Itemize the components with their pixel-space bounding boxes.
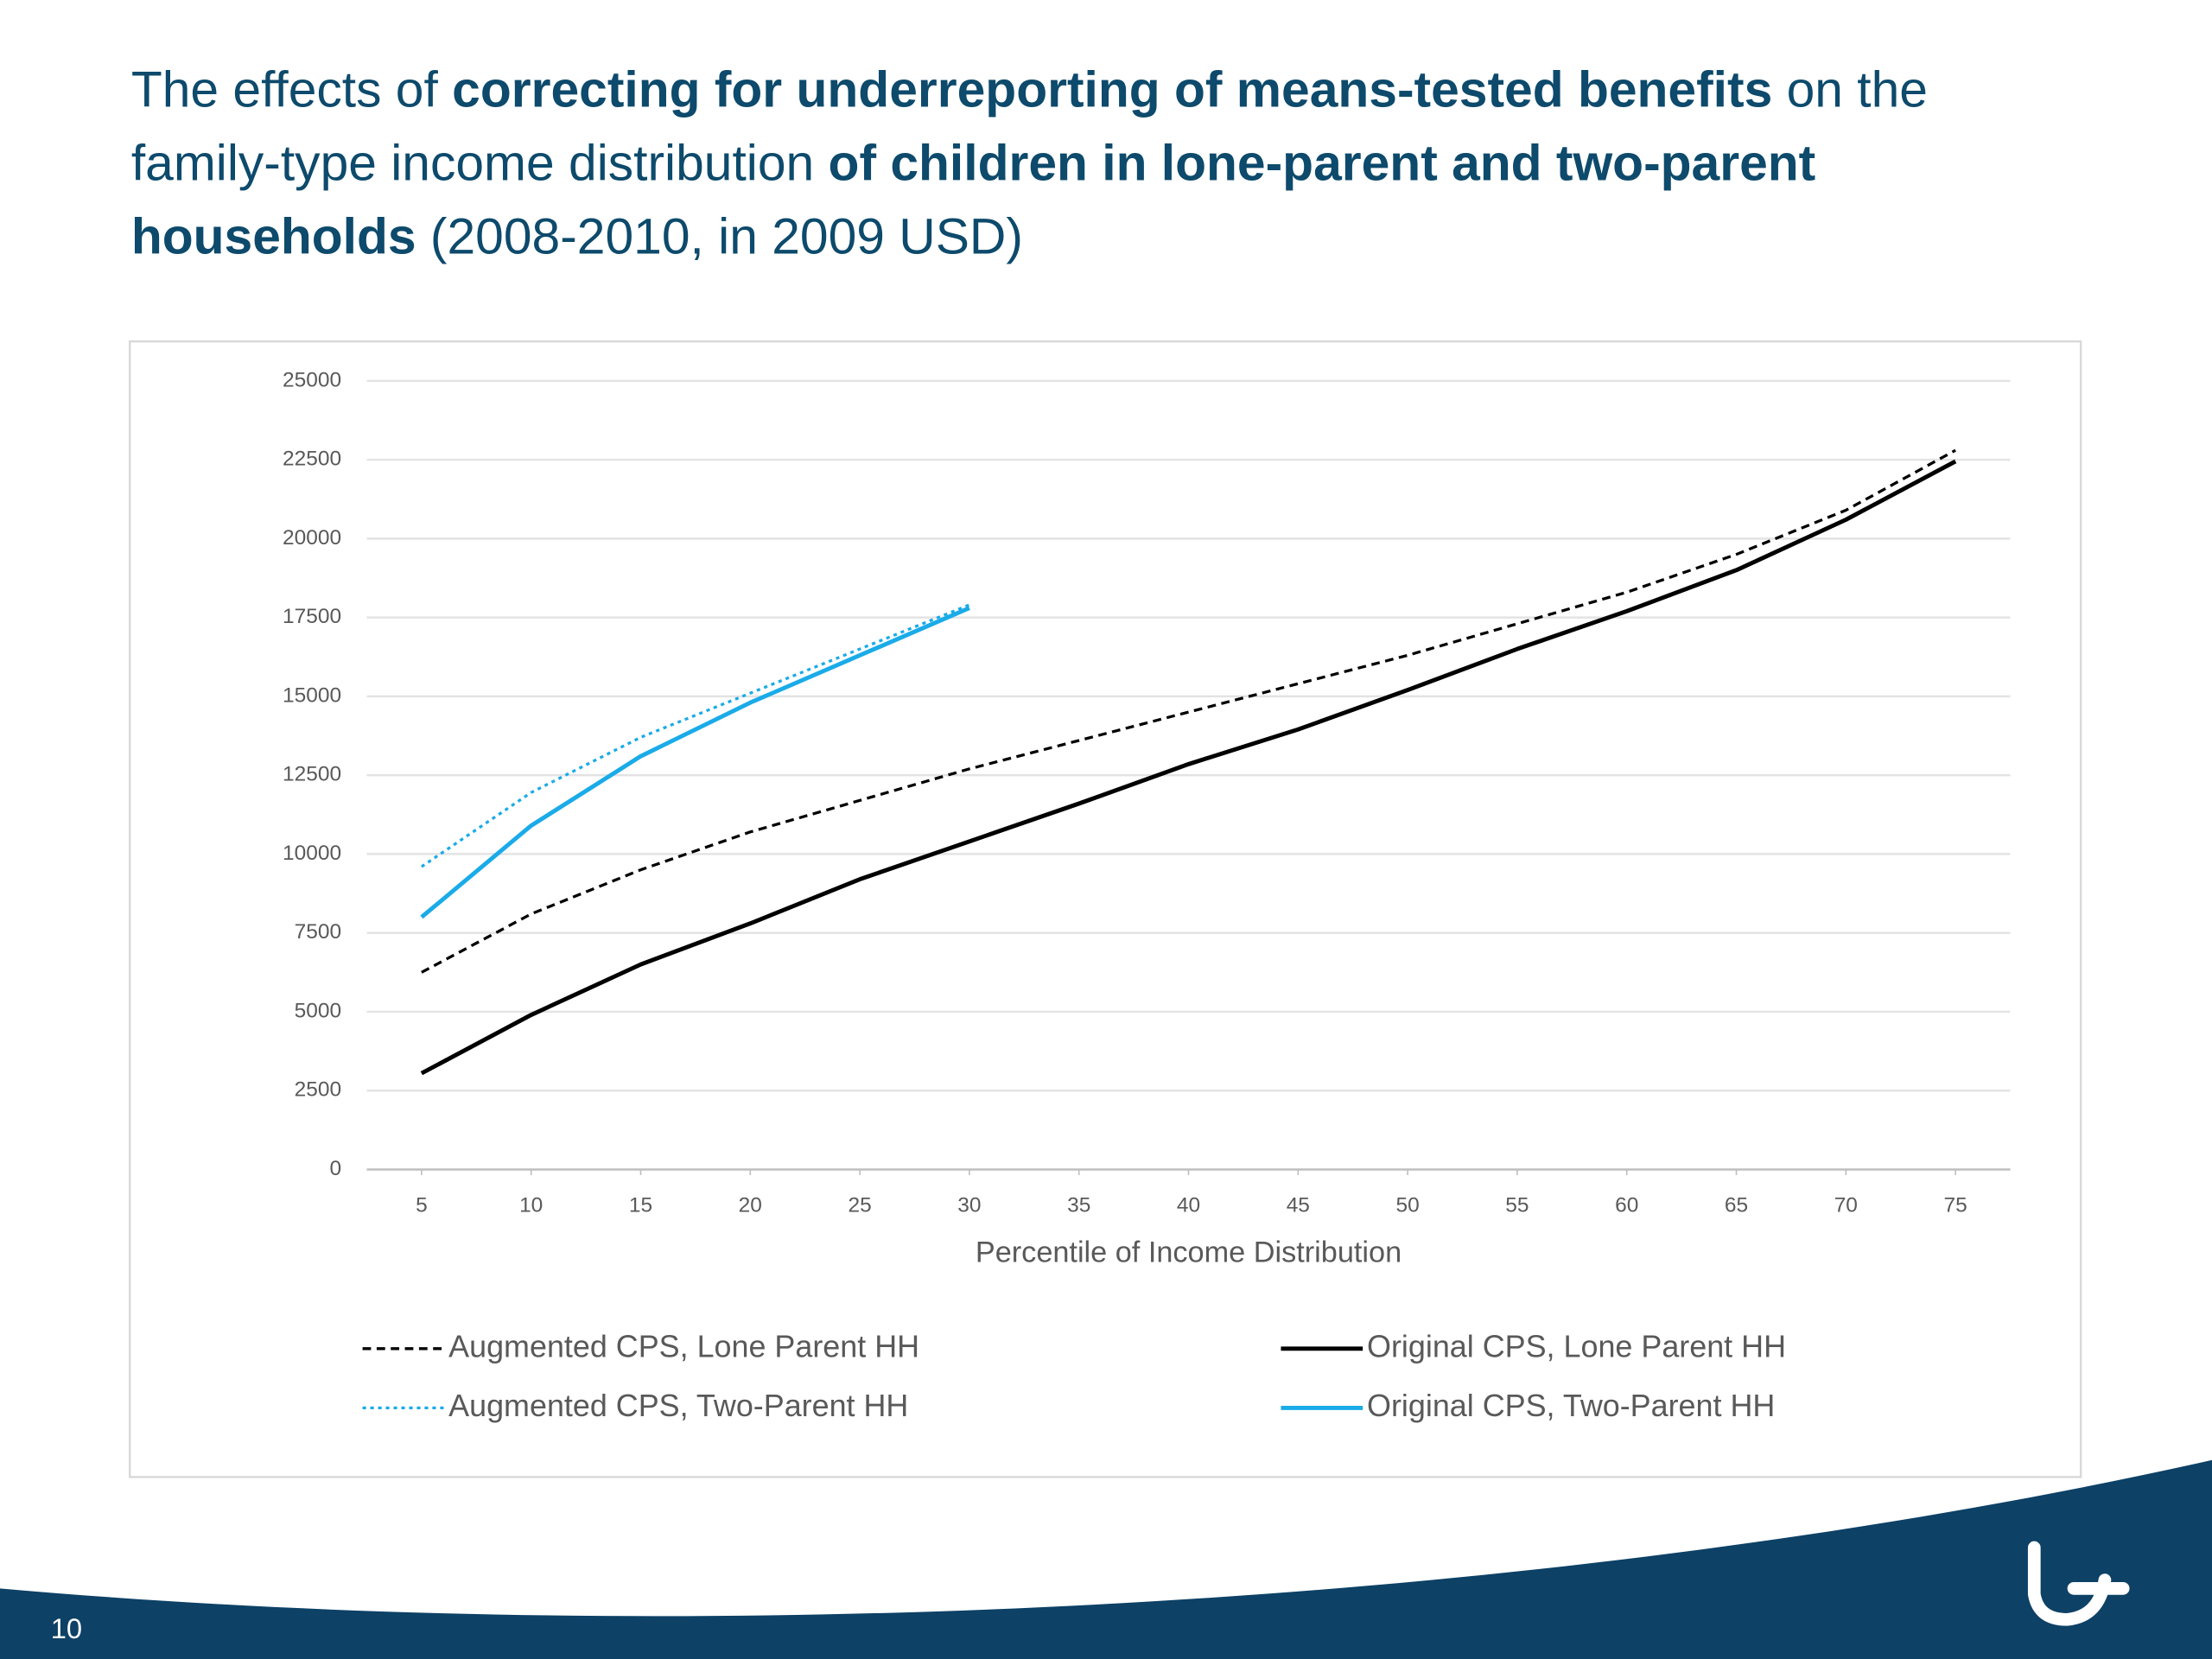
chart-frame — [128, 340, 2082, 1478]
title-run: households — [131, 208, 416, 264]
chart-title: households (2008-2010, in 2009 USD) — [131, 208, 1023, 264]
x-tick-label: 45 — [1287, 1193, 1310, 1217]
x-tick-label: 35 — [1067, 1193, 1090, 1217]
title-run: of children in lone-parent and two-paren… — [829, 135, 1816, 191]
page-number: 10 — [51, 1612, 82, 1644]
y-tick-label: 15000 — [283, 683, 341, 707]
x-tick-label: 50 — [1396, 1193, 1420, 1217]
x-tick-label: 5 — [416, 1193, 428, 1217]
logo — [2027, 1541, 2130, 1626]
x-tick-label: 30 — [957, 1193, 981, 1217]
x-tick-label: 60 — [1615, 1193, 1638, 1217]
title-run: The effects of — [131, 61, 452, 118]
x-tick-label: 20 — [739, 1193, 762, 1217]
y-tick-label: 22500 — [283, 448, 341, 471]
legend-label: Original CPS, Two-Parent HH — [1367, 1388, 1775, 1423]
y-tick-label: 0 — [329, 1157, 341, 1180]
x-tick-label: 55 — [1505, 1193, 1529, 1217]
series-line — [420, 459, 1957, 1076]
series-line — [420, 606, 970, 919]
chart-title: family-type income distribution of child… — [131, 135, 1815, 191]
y-tick-label: 17500 — [283, 605, 341, 628]
x-tick-label: 40 — [1177, 1193, 1200, 1217]
title-run: correcting for underreporting of means-t… — [452, 61, 1772, 118]
series-line — [420, 603, 970, 868]
y-tick-label: 12500 — [283, 763, 341, 786]
legend-label: Augmented CPS, Two-Parent HH — [448, 1388, 908, 1423]
x-tick-label: 65 — [1725, 1193, 1748, 1217]
title-run: on the — [1772, 61, 1928, 118]
title-run: (2008-2010, in 2009 USD) — [416, 208, 1023, 264]
x-tick-label: 25 — [848, 1193, 871, 1217]
legend-label: Original CPS, Lone Parent HH — [1367, 1328, 1786, 1363]
legend-label: Augmented CPS, Lone Parent HH — [448, 1328, 919, 1363]
x-tick-label: 10 — [519, 1193, 543, 1217]
chart-title: The effects of correcting for underrepor… — [131, 61, 1928, 118]
y-tick-label: 7500 — [295, 920, 341, 944]
x-tick-label: 70 — [1834, 1193, 1858, 1217]
title-run: family-type income distribution — [131, 135, 829, 191]
x-tick-label: 15 — [629, 1193, 652, 1217]
series-line — [421, 448, 1956, 974]
y-tick-label: 5000 — [295, 999, 341, 1022]
y-tick-label: 2500 — [295, 1078, 341, 1102]
x-axis-title: Percentile of Income Distribution — [976, 1236, 1402, 1268]
footer-wave — [0, 1459, 2212, 1659]
x-tick-label: 75 — [1944, 1193, 1967, 1217]
y-tick-label: 10000 — [283, 842, 341, 865]
y-tick-label: 25000 — [283, 368, 341, 391]
y-tick-label: 20000 — [283, 526, 341, 550]
